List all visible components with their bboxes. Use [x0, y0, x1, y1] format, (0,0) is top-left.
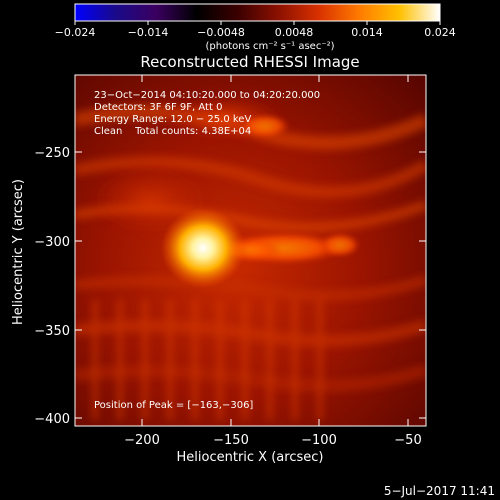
colorbar-tick-label: −0.014 [128, 26, 169, 39]
x-axis-label: Heliocentric X (arcsec) [177, 450, 324, 465]
colorbar-ticks [74, 21, 441, 25]
info-energy-range: Energy Range: 12.0 − 25.0 keV [94, 114, 251, 125]
plot-frame [74, 74, 427, 427]
info-clean-counts: Clean Total counts: 4.38E+04 [94, 126, 251, 137]
colorbar-tick-label: 0.014 [351, 26, 383, 39]
colorbar-tick-label: 0.0048 [275, 26, 314, 39]
x-axis-ticks [141, 75, 409, 426]
colorbar-tick-label: −0.0048 [197, 26, 245, 39]
x-tick-label: −100 [301, 433, 337, 448]
x-tick-label: −50 [394, 433, 421, 448]
rhessi-image [75, 75, 426, 426]
plot-title: Reconstructed RHESSI Image [140, 53, 359, 71]
x-tick-label: −150 [213, 433, 249, 448]
colorbar-tick-label: 0.024 [424, 26, 456, 39]
colorbar-units: (photons cm⁻² s⁻¹ asec⁻²) [205, 41, 334, 52]
y-tick-label: −400 [34, 412, 70, 427]
colorbar-tick-label: −0.024 [55, 26, 96, 39]
flare-peak [161, 208, 245, 288]
y-axis-ticks [75, 151, 426, 419]
y-axis-label: Heliocentric Y (arcsec) [11, 179, 26, 325]
y-tick-label: −350 [34, 324, 70, 339]
y-tick-label: −300 [34, 235, 70, 250]
colorbar [74, 3, 441, 22]
x-tick-label: −200 [124, 433, 160, 448]
info-time-range: 23−Oct−2014 04:10:20.000 to 04:20:20.000 [94, 90, 320, 101]
peak-position: Position of Peak = [−163,−306] [94, 400, 253, 411]
info-detectors: Detectors: 3F 6F 9F, Att 0 [94, 102, 222, 113]
y-tick-label: −250 [34, 146, 70, 161]
footer-date: 5−Jul−2017 11:41 [384, 484, 495, 498]
